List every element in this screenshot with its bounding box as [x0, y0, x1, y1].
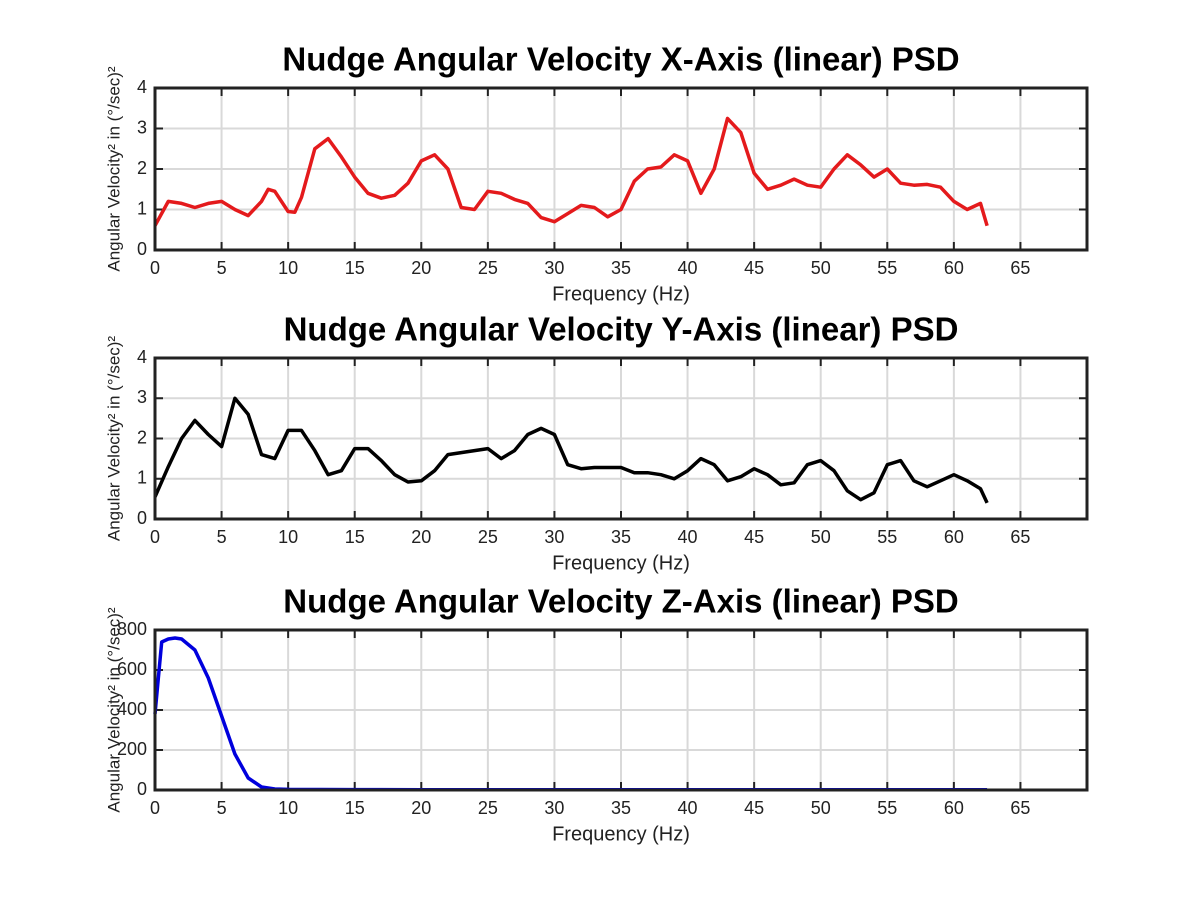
y-tick-label: 2: [137, 158, 147, 178]
y-tick-label: 4: [137, 347, 147, 367]
y-tick-label: 800: [117, 619, 147, 639]
x-tick-label: 15: [345, 258, 365, 278]
y-tick-label: 0: [137, 779, 147, 799]
axes-box: [153, 356, 1089, 521]
axes-box: [153, 628, 1089, 792]
x-tick-label: 0: [150, 798, 160, 818]
x-tick-label: 50: [811, 798, 831, 818]
x-tick-label: 65: [1010, 258, 1030, 278]
x-tick-label: 35: [611, 798, 631, 818]
x-tick-label: 20: [411, 798, 431, 818]
x-tick-label: 50: [811, 527, 831, 547]
x-tick-label: 25: [478, 258, 498, 278]
x-tick-label: 30: [544, 798, 564, 818]
x-tick-label: 55: [877, 258, 897, 278]
y-axis-label: Angular Velocity² in (°/sec)²: [104, 607, 123, 813]
x-tick-label: 65: [1010, 527, 1030, 547]
chart-title: Nudge Angular Velocity X-Axis (linear) P…: [282, 41, 959, 78]
x-tick-label: 35: [611, 527, 631, 547]
x-tick-label: 55: [877, 798, 897, 818]
x-tick-label: 30: [544, 527, 564, 547]
y-tick-label: 2: [137, 427, 147, 447]
x-axis-label: Frequency (Hz): [552, 823, 690, 845]
x-axis-label: Frequency (Hz): [552, 283, 690, 305]
x-tick-label: 60: [944, 527, 964, 547]
y-tick-label: 3: [137, 387, 147, 407]
x-tick-label: 45: [744, 798, 764, 818]
y-tick-label: 4: [137, 77, 147, 97]
y-tick-label: 1: [137, 468, 147, 488]
x-tick-label: 40: [678, 258, 698, 278]
data-line: [153, 116, 989, 227]
x-tick-label: 55: [877, 527, 897, 547]
y-axis-label: Angular Velocity² in (°/sec)²: [104, 336, 123, 542]
x-axis-label: Frequency (Hz): [552, 552, 690, 574]
chart-title: Nudge Angular Velocity Z-Axis (linear) P…: [283, 583, 958, 620]
y-axis-label: Angular Velocity² in (°/sec)²: [104, 66, 123, 272]
x-tick-label: 10: [278, 527, 298, 547]
x-tick-label: 60: [944, 798, 964, 818]
x-tick-label: 0: [150, 527, 160, 547]
x-tick-label: 15: [345, 527, 365, 547]
x-tick-label: 45: [744, 258, 764, 278]
x-tick-label: 45: [744, 527, 764, 547]
x-tick-label: 35: [611, 258, 631, 278]
x-tick-label: 0: [150, 258, 160, 278]
x-tick-label: 30: [544, 258, 564, 278]
x-tick-label: 15: [345, 798, 365, 818]
y-tick-label: 3: [137, 117, 147, 137]
y-tick-label: 400: [117, 699, 147, 719]
y-tick-label: 0: [137, 508, 147, 528]
x-tick-label: 40: [678, 527, 698, 547]
x-tick-label: 5: [217, 798, 227, 818]
x-tick-label: 25: [478, 798, 498, 818]
x-tick-label: 5: [217, 527, 227, 547]
y-tick-label: 0: [137, 239, 147, 259]
x-tick-label: 20: [411, 258, 431, 278]
data-line: [153, 396, 989, 504]
x-tick-label: 10: [278, 798, 298, 818]
y-tick-label: 200: [117, 739, 147, 759]
axes-box: [153, 86, 1089, 252]
x-tick-label: 25: [478, 527, 498, 547]
x-tick-label: 5: [217, 258, 227, 278]
y-tick-label: 600: [117, 659, 147, 679]
x-tick-label: 10: [278, 258, 298, 278]
y-tick-label: 1: [137, 198, 147, 218]
x-tick-label: 65: [1010, 798, 1030, 818]
x-tick-label: 50: [811, 258, 831, 278]
x-tick-label: 40: [678, 798, 698, 818]
chart-title: Nudge Angular Velocity Y-Axis (linear) P…: [284, 311, 959, 348]
x-tick-label: 20: [411, 527, 431, 547]
x-tick-label: 60: [944, 258, 964, 278]
